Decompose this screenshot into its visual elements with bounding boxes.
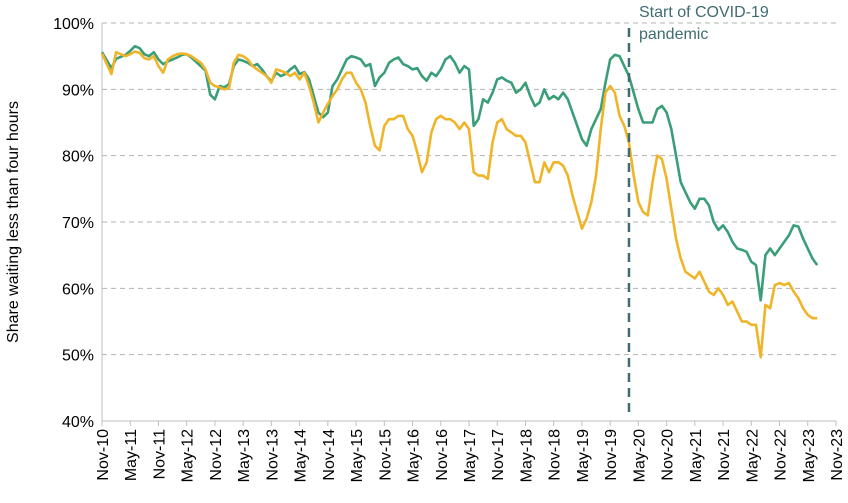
x-tick-label: Nov-15 (377, 429, 394, 481)
x-tick-label: Nov-23 (829, 429, 846, 481)
y-tick-label: 50% (62, 348, 94, 365)
y-tick-labels: 40% 50% 60% 70% 80% 90% 100% (53, 16, 94, 431)
x-tick-label: Nov-12 (208, 429, 225, 481)
x-tick-label: May-14 (293, 429, 310, 482)
y-tick-label: 40% (62, 414, 94, 431)
covid-annotation: Start of COVID-19 pandemic (627, 4, 769, 412)
x-tick-label: May-17 (462, 429, 479, 482)
x-tick-labels: Nov-10 May-11 Nov-11 May-12 Nov-12 May-13 Nov-… (95, 421, 846, 482)
x-tick-label: Nov-19 (603, 429, 620, 481)
x-tick-label: Nov-10 (95, 429, 112, 481)
x-tick-label: May-23 (801, 429, 818, 482)
x-tick-label: Nov-22 (773, 429, 790, 481)
x-tick-label: Nov-11 (151, 429, 168, 479)
x-tick-label: May-16 (406, 429, 423, 482)
x-tick-label: May-12 (180, 429, 197, 482)
y-tick-label: 90% (62, 82, 94, 99)
annotation-label-line-2: pandemic (639, 26, 708, 43)
x-tick-label: Nov-20 (660, 429, 677, 481)
x-tick-label: May-22 (744, 429, 761, 482)
x-tick-label: Nov-18 (547, 429, 564, 481)
y-tick-label: 70% (62, 215, 94, 232)
x-tick-label: Nov-21 (716, 429, 733, 481)
x-tick-label: Nov-13 (264, 429, 281, 481)
x-tick-label: Nov-17 (490, 429, 507, 481)
y-tick-label: 100% (53, 16, 94, 33)
y-tick-label: 80% (62, 149, 94, 166)
x-tick-label: May-19 (575, 429, 592, 482)
series-line-1 (100, 44, 819, 302)
x-tick-label: May-18 (518, 429, 535, 482)
annotation-label-line-1: Start of COVID-19 (639, 4, 769, 21)
x-tick-label: Nov-14 (321, 429, 338, 481)
series-line-2 (100, 50, 818, 359)
x-tick-label: May-11 (123, 429, 140, 481)
x-tick-label: May-15 (349, 429, 366, 482)
y-axis-title: Share waiting less than four hours (5, 101, 22, 343)
series-lines (100, 44, 819, 359)
x-tick-label: May-13 (236, 429, 253, 482)
x-tick-label: May-21 (688, 429, 705, 482)
x-tick-label: Nov-16 (434, 429, 451, 481)
y-tick-label: 60% (62, 281, 94, 298)
x-tick-label: May-20 (631, 429, 648, 482)
